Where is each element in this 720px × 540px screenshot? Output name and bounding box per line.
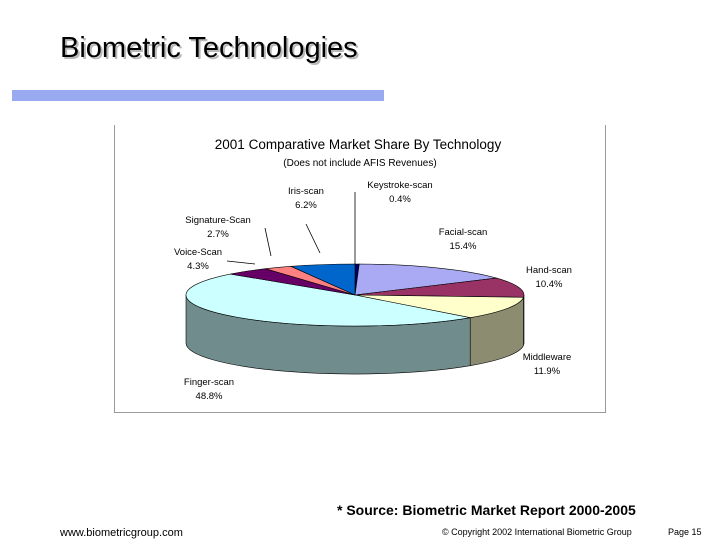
chart-frame: 2001 Comparative Market Share By Technol… <box>114 125 606 413</box>
slice-value-iris-scan: 6.2% <box>295 200 317 211</box>
slice-value-keystroke-scan: 0.4% <box>389 194 411 205</box>
chart-title: 2001 Comparative Market Share By Technol… <box>215 137 502 152</box>
pie-slice-facial-scan <box>354 263 497 296</box>
leader-line-signature-scan <box>264 227 272 257</box>
chart-subtitle: (Does not include AFIS Revenues) <box>283 158 436 169</box>
slice-value-finger-scan: 48.8% <box>196 391 223 402</box>
footer-copyright: © Copyright 2002 International Biometric… <box>442 527 632 537</box>
pie-chart: 2001 Comparative Market Share By Technol… <box>174 137 572 402</box>
slice-name-facial-scan: Facial-scan <box>439 227 488 238</box>
slide-title: Biometric Technologies <box>60 32 358 64</box>
slice-value-voice-scan: 4.3% <box>187 261 209 272</box>
footer-page-number: Page 15 <box>668 527 702 537</box>
source-note: * Source: Biometric Market Report 2000-2… <box>337 502 636 518</box>
slice-name-finger-scan: Finger-scan <box>184 377 234 388</box>
slice-name-voice-scan: Voice-Scan <box>174 247 222 258</box>
pie-slice-finger-scan <box>185 273 471 327</box>
leader-line-iris-scan <box>305 223 321 254</box>
slice-name-signature-scan: Signature-Scan <box>185 215 250 226</box>
slice-name-hand-scan: Hand-scan <box>526 265 572 276</box>
slice-value-hand-scan: 10.4% <box>536 279 563 290</box>
pie-slice-middleware <box>354 294 524 318</box>
slice-name-iris-scan: Iris-scan <box>288 186 324 197</box>
title-accent-bar <box>12 90 384 101</box>
footer-website: www.biometricgroup.com <box>60 527 183 539</box>
pie-slice-hand-scan <box>354 277 525 298</box>
slice-name-keystroke-scan: Keystroke-scan <box>367 180 432 191</box>
slice-value-facial-scan: 15.4% <box>450 241 477 252</box>
leader-line-voice-scan <box>226 260 256 265</box>
slice-value-middleware: 11.9% <box>534 366 561 377</box>
slice-name-middleware: Middleware <box>523 352 572 363</box>
slice-value-signature-scan: 2.7% <box>207 229 229 240</box>
